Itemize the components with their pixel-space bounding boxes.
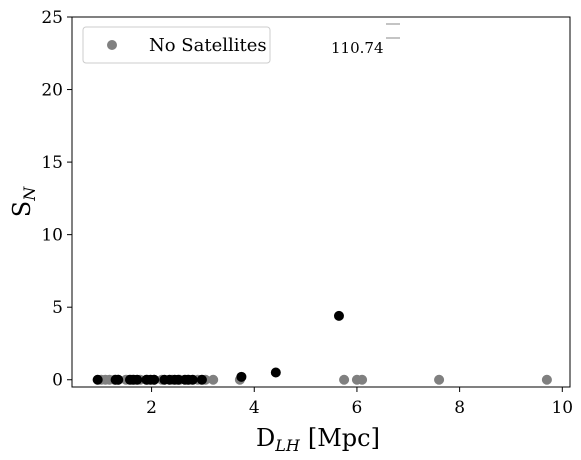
y-tick-label-4: 20 <box>41 81 63 101</box>
plot-area <box>72 17 570 387</box>
x-axis-label-unit: [Mpc] <box>308 424 380 452</box>
x-ticks: 2 4 6 8 10 <box>146 387 573 418</box>
x-axis-label: DLH [Mpc] <box>256 424 380 455</box>
point-no-satellites-18 <box>339 374 350 385</box>
point-no-satellites-16 <box>208 374 219 385</box>
point-with-satellites-16 <box>196 374 207 385</box>
legend-marker-no-satellites <box>107 40 117 50</box>
point-no-satellites-20 <box>357 374 368 385</box>
y-tick-label-5: 25 <box>41 8 63 28</box>
y-axis-label-main: S <box>8 201 36 217</box>
point-with-satellites-5 <box>132 374 143 385</box>
annotation-value: 110.74 <box>331 39 384 57</box>
point-with-satellites-2 <box>113 374 124 385</box>
y-ticks: 0 5 10 15 20 25 <box>41 8 72 391</box>
x-axis-label-sub: LH <box>274 436 301 455</box>
point-with-satellites-8 <box>149 374 160 385</box>
legend-label-no-satellites: No Satellites <box>149 35 267 56</box>
point-with-satellites-15 <box>187 374 198 385</box>
plot-frame <box>71 16 571 388</box>
y-tick-label-2: 10 <box>41 226 63 246</box>
y-axis-label: SN <box>8 186 39 217</box>
point-with-satellites-17 <box>236 371 247 382</box>
y-tick-label-0: 0 <box>52 371 63 391</box>
y-tick-label-1: 5 <box>52 298 63 318</box>
point-with-satellites-19 <box>333 310 344 321</box>
point-no-satellites-22 <box>541 374 552 385</box>
x-tick-label-0: 2 <box>146 398 157 418</box>
x-tick-label-4: 10 <box>551 398 573 418</box>
legend-box <box>82 26 271 64</box>
point-no-satellites-21 <box>434 374 445 385</box>
point-with-satellites-18 <box>270 367 281 378</box>
x-tick-label-1: 4 <box>249 398 260 418</box>
y-axis-label-sub: N <box>20 186 39 202</box>
x-tick-label-3: 8 <box>454 398 465 418</box>
x-axis-label-main: D <box>256 424 275 452</box>
point-with-satellites-0 <box>92 374 103 385</box>
legend: No Satellites <box>82 26 271 64</box>
points-layer <box>92 310 552 385</box>
x-tick-label-2: 6 <box>352 398 363 418</box>
y-tick-label-3: 15 <box>41 153 63 173</box>
